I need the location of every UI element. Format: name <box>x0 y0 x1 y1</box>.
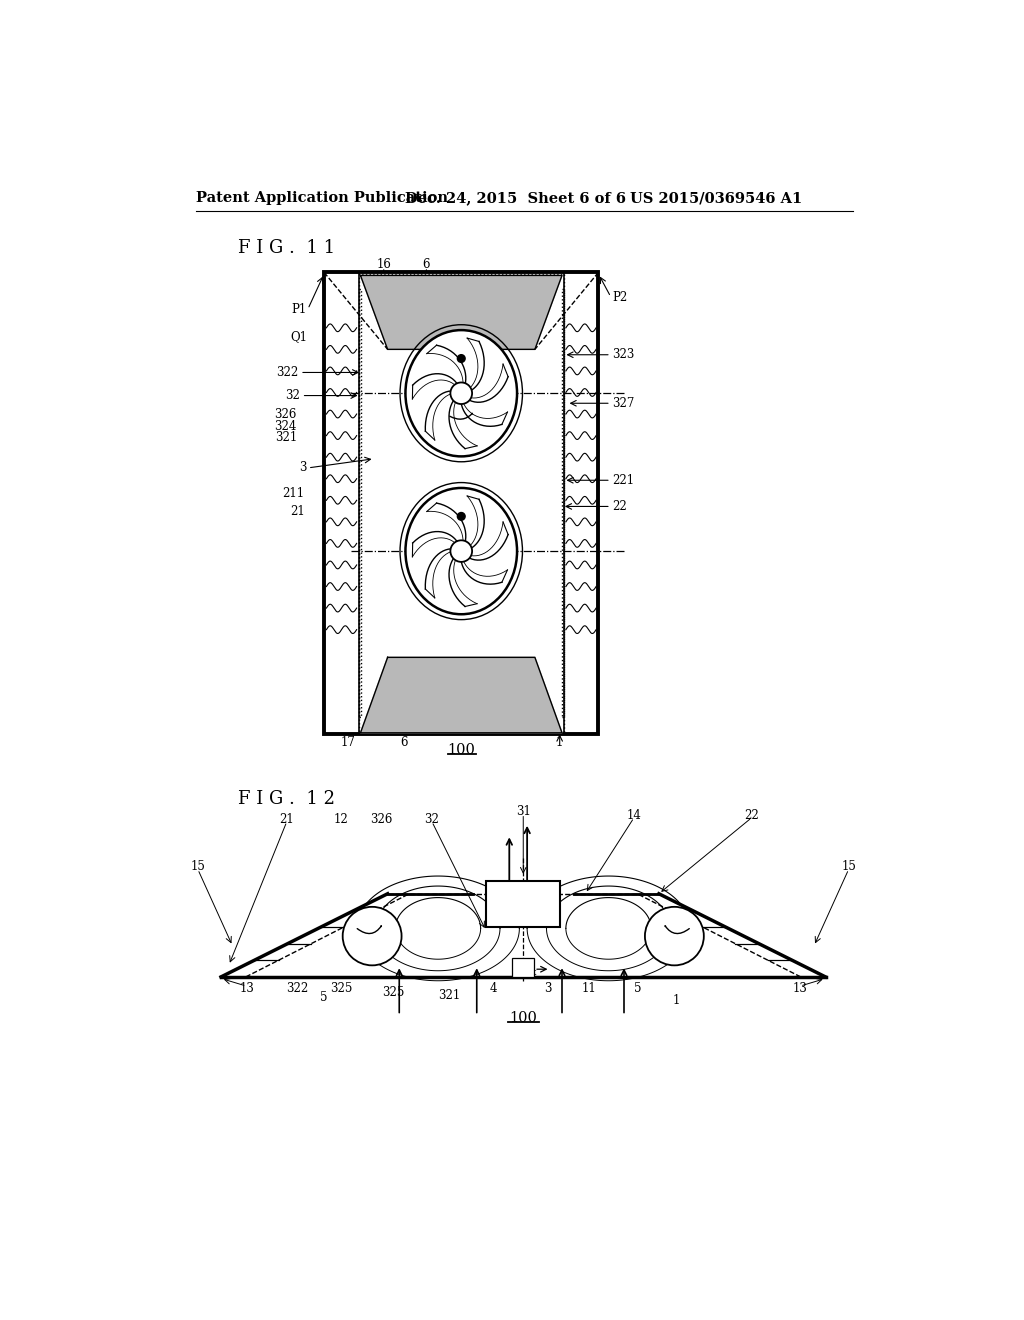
Text: 5: 5 <box>634 982 642 995</box>
Text: x: x <box>531 968 537 977</box>
Text: 321: 321 <box>274 432 297 445</box>
Text: P1: P1 <box>291 302 306 315</box>
Text: 17: 17 <box>341 735 355 748</box>
Text: 322: 322 <box>286 982 308 995</box>
Text: z: z <box>517 960 522 969</box>
Text: 21: 21 <box>290 504 305 517</box>
Text: 22: 22 <box>744 809 759 822</box>
Ellipse shape <box>406 488 517 614</box>
Circle shape <box>458 512 465 520</box>
Circle shape <box>645 907 703 965</box>
Text: 22: 22 <box>612 500 627 513</box>
Text: 11: 11 <box>582 982 597 995</box>
Text: 326: 326 <box>371 813 392 825</box>
Bar <box>324 272 359 734</box>
Text: x: x <box>477 391 483 400</box>
Text: F I G .  1 1: F I G . 1 1 <box>238 239 335 257</box>
Text: Dec. 24, 2015  Sheet 6 of 6: Dec. 24, 2015 Sheet 6 of 6 <box>406 191 627 206</box>
Text: 322: 322 <box>276 366 299 379</box>
Text: 15: 15 <box>842 861 856 874</box>
Circle shape <box>458 355 465 363</box>
Text: F I G .  1 2: F I G . 1 2 <box>238 791 335 808</box>
Text: 325: 325 <box>382 986 404 999</box>
Text: 6: 6 <box>400 735 408 748</box>
Text: 327: 327 <box>612 397 635 409</box>
Text: 100: 100 <box>509 1011 538 1026</box>
Text: 211: 211 <box>283 487 305 500</box>
Polygon shape <box>360 276 562 350</box>
Text: US 2015/0369546 A1: US 2015/0369546 A1 <box>630 191 803 206</box>
Text: 3: 3 <box>299 462 306 474</box>
Text: P2: P2 <box>612 290 628 304</box>
Bar <box>359 289 360 718</box>
Text: 14: 14 <box>627 809 641 822</box>
Text: 1: 1 <box>556 735 563 748</box>
Text: 13: 13 <box>793 982 807 995</box>
Bar <box>563 272 598 734</box>
Bar <box>562 289 563 718</box>
FancyArrowPatch shape <box>450 413 472 420</box>
Text: 16: 16 <box>376 259 391 271</box>
Text: Patent Application Publication: Patent Application Publication <box>197 191 449 206</box>
Text: 32: 32 <box>424 813 439 825</box>
Text: 32: 32 <box>285 389 300 403</box>
Text: 323: 323 <box>612 348 635 362</box>
Text: 324: 324 <box>274 420 297 433</box>
Text: 221: 221 <box>612 474 635 487</box>
Circle shape <box>343 907 401 965</box>
Text: 4: 4 <box>490 982 498 995</box>
Text: 21: 21 <box>280 813 294 825</box>
Text: 326: 326 <box>274 408 297 421</box>
Text: 6: 6 <box>423 259 430 271</box>
Text: y: y <box>451 366 457 375</box>
Bar <box>486 880 560 927</box>
Circle shape <box>451 540 472 562</box>
Text: 15: 15 <box>190 861 205 874</box>
Bar <box>359 275 563 733</box>
Text: 325: 325 <box>330 982 352 995</box>
Bar <box>512 958 535 977</box>
Text: 12: 12 <box>334 813 348 825</box>
Text: 321: 321 <box>438 989 461 1002</box>
FancyArrowPatch shape <box>357 925 381 933</box>
Bar <box>324 272 598 734</box>
Text: 1: 1 <box>673 994 680 1007</box>
Text: 3: 3 <box>545 982 552 995</box>
Text: 5: 5 <box>319 991 327 1005</box>
Ellipse shape <box>406 330 517 457</box>
Text: 13: 13 <box>240 982 254 995</box>
Polygon shape <box>360 657 562 733</box>
Text: 100: 100 <box>447 743 475 756</box>
Text: Q1: Q1 <box>291 330 308 343</box>
Text: 31: 31 <box>516 805 530 818</box>
FancyArrowPatch shape <box>666 925 689 933</box>
Circle shape <box>451 383 472 404</box>
